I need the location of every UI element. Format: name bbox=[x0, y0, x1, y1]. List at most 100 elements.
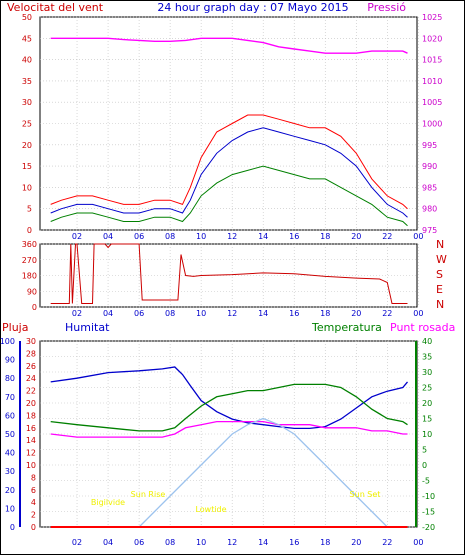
y-tick-label-humidity: 0 bbox=[10, 523, 15, 532]
y-tick-label-rain: 0 bbox=[31, 523, 36, 532]
y-tick-label-temperature: -5 bbox=[422, 477, 430, 486]
y-tick-label-wind-direction: 270 bbox=[22, 256, 37, 265]
x-tick-label: 10 bbox=[196, 538, 206, 547]
y-tick-label-wind-speed: 35 bbox=[22, 77, 32, 86]
y-tick-label-wind-direction: 90 bbox=[27, 287, 37, 296]
y-tick-label-humidity: 50 bbox=[5, 430, 15, 439]
rain-label: Pluja bbox=[2, 321, 28, 334]
y-tick-label-wind-speed: 15 bbox=[22, 162, 32, 171]
y-tick-label-pressure: 1000 bbox=[422, 120, 442, 129]
wind-direction-letter: N bbox=[436, 298, 444, 311]
y-tick-label-temperature: 0 bbox=[422, 461, 427, 470]
annotation-label: Sun Set bbox=[350, 490, 381, 499]
x-tick-label: 22 bbox=[382, 538, 392, 547]
temperature-label: Temperatura bbox=[311, 321, 382, 334]
y-tick-label-rain: 8 bbox=[31, 473, 36, 482]
x-tick-label: 08 bbox=[165, 538, 175, 547]
x-tick-label: 00 bbox=[413, 538, 423, 547]
x-tick-label: 16 bbox=[289, 232, 299, 241]
wind-direction-letter: N bbox=[436, 238, 444, 251]
x-tick-label: 14 bbox=[258, 309, 268, 318]
y-tick-label-rain: 4 bbox=[31, 498, 36, 507]
series-wind-min-green bbox=[50, 165, 408, 227]
y-tick-label-temperature: -15 bbox=[422, 508, 435, 517]
x-tick-label: 12 bbox=[227, 232, 237, 241]
y-tick-label-humidity: 80 bbox=[5, 374, 15, 383]
x-tick-label: 16 bbox=[289, 538, 299, 547]
y-tick-label-wind-speed: 20 bbox=[22, 141, 32, 150]
y-tick-label-rain: 14 bbox=[26, 436, 36, 445]
y-tick-label-pressure: 990 bbox=[422, 162, 437, 171]
y-tick-label-wind-speed: 30 bbox=[22, 98, 32, 107]
y-tick-label-rain: 26 bbox=[26, 362, 36, 371]
x-tick-label: 12 bbox=[227, 309, 237, 318]
x-tick-label: 08 bbox=[165, 232, 175, 241]
y-tick-label-temperature: 35 bbox=[422, 353, 432, 362]
y-tick-label-pressure: 1005 bbox=[422, 98, 442, 107]
y-tick-label-pressure: 980 bbox=[422, 205, 437, 214]
x-tick-label: 14 bbox=[258, 232, 268, 241]
y-tick-label-wind-speed: 10 bbox=[22, 183, 32, 192]
x-tick-label: 10 bbox=[196, 232, 206, 241]
y-tick-label-humidity: 70 bbox=[5, 393, 15, 402]
y-tick-label-rain: 16 bbox=[26, 424, 36, 433]
wind-direction-letter: W bbox=[436, 253, 447, 266]
wind-direction-letter: S bbox=[436, 268, 443, 281]
series-gust-red bbox=[50, 114, 408, 210]
x-tick-label: 04 bbox=[103, 232, 113, 241]
y-tick-label-temperature: 20 bbox=[422, 399, 432, 408]
y-tick-label-humidity: 30 bbox=[5, 467, 15, 476]
y-tick-label-temperature: 40 bbox=[422, 337, 432, 346]
y-tick-label-rain: 24 bbox=[26, 374, 36, 383]
x-tick-label: 04 bbox=[103, 538, 113, 547]
x-tick-label: 20 bbox=[351, 232, 361, 241]
annotation-label: Sun Rise bbox=[131, 490, 166, 499]
x-tick-label: 12 bbox=[227, 538, 237, 547]
y-tick-label-temperature: 30 bbox=[422, 368, 432, 377]
y-tick-label-pressure: 1015 bbox=[422, 56, 442, 65]
x-tick-label: 20 bbox=[351, 309, 361, 318]
y-tick-label-pressure: 1010 bbox=[422, 77, 442, 86]
y-tick-label-humidity: 100 bbox=[0, 337, 15, 346]
y-tick-label-rain: 2 bbox=[31, 511, 36, 520]
y-tick-label-humidity: 90 bbox=[5, 356, 15, 365]
header-left-label: Velocitat del vent bbox=[7, 1, 104, 14]
humidity-label: Humitat bbox=[65, 321, 110, 334]
y-tick-label-humidity: 60 bbox=[5, 411, 15, 420]
x-tick-label: 22 bbox=[382, 232, 392, 241]
x-tick-label: 02 bbox=[72, 538, 82, 547]
y-tick-label-wind-direction: 0 bbox=[32, 303, 37, 312]
series-wind-direction bbox=[50, 243, 408, 304]
y-tick-label-rain: 10 bbox=[26, 461, 36, 470]
series-humidity bbox=[50, 366, 408, 430]
x-tick-label: 20 bbox=[351, 538, 361, 547]
y-tick-label-pressure: 1020 bbox=[422, 34, 442, 43]
dewpoint-label: Punt rosada bbox=[390, 321, 455, 334]
y-tick-label-wind-speed: 5 bbox=[27, 205, 32, 214]
y-tick-label-rain: 22 bbox=[26, 387, 36, 396]
y-tick-label-wind-speed: 25 bbox=[22, 120, 32, 129]
y-tick-label-temperature: 15 bbox=[422, 415, 432, 424]
series-pressure bbox=[50, 37, 408, 54]
x-tick-label: 06 bbox=[134, 232, 144, 241]
annotations: Bigilvide Sun Rise Lowtide Sun Set bbox=[91, 490, 381, 514]
y-tick-label-humidity: 40 bbox=[5, 449, 15, 458]
series-wind-average-blue bbox=[50, 127, 408, 218]
x-tick-label: 04 bbox=[103, 309, 113, 318]
y-tick-label-rain: 20 bbox=[26, 399, 36, 408]
x-tick-label: 18 bbox=[320, 538, 330, 547]
y-tick-label-wind-speed: 50 bbox=[22, 13, 32, 22]
x-tick-label: 14 bbox=[258, 538, 268, 547]
y-tick-label-temperature: 10 bbox=[422, 430, 432, 439]
series-temperature bbox=[50, 383, 408, 432]
y-tick-label-humidity: 10 bbox=[5, 504, 15, 513]
y-tick-label-pressure: 995 bbox=[422, 141, 437, 150]
y-tick-label-temperature: -10 bbox=[422, 492, 435, 501]
y-tick-label-temperature: 25 bbox=[422, 384, 432, 393]
y-tick-label-rain: 12 bbox=[26, 449, 36, 458]
y-tick-label-wind-direction: 360 bbox=[22, 240, 37, 249]
